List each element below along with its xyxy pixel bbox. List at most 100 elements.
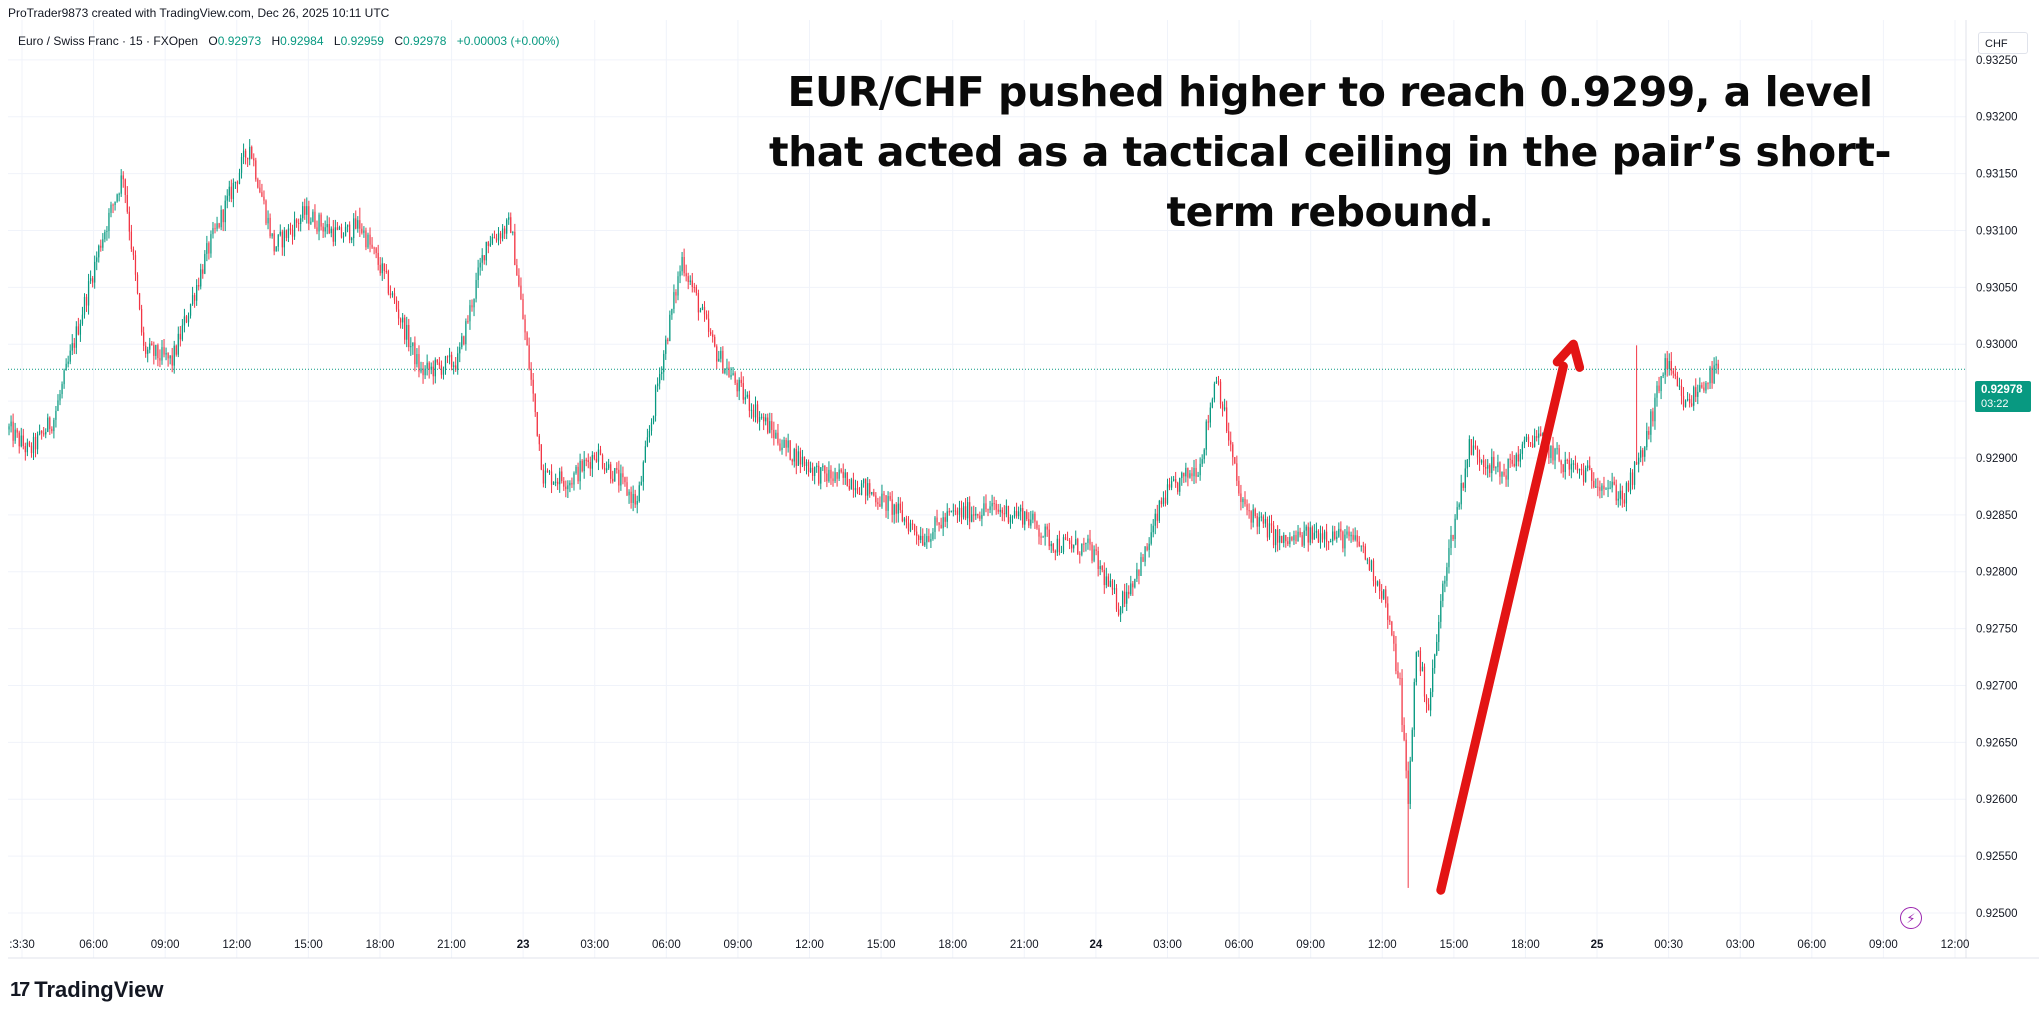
candle-body [18, 432, 20, 447]
candle-body [1215, 381, 1218, 384]
y-tick-label: 0.93250 [1976, 55, 2018, 67]
candle-body [710, 331, 712, 335]
lightning-icon[interactable]: ⚡ [1900, 907, 1922, 929]
candle-body [1593, 480, 1595, 488]
candle-body [1177, 482, 1179, 492]
candle-body [183, 316, 186, 326]
candle-body [1087, 538, 1089, 543]
x-tick-label: 18:00 [366, 939, 395, 951]
candle-body [1183, 472, 1185, 477]
candle-body [163, 347, 165, 355]
candle-body [200, 269, 202, 287]
candle-body [469, 305, 471, 322]
candle-body [601, 455, 604, 468]
candle-body [73, 343, 75, 348]
candle-body [57, 400, 59, 411]
candle-body [707, 318, 710, 332]
candle-body [1613, 481, 1615, 485]
candle-body [532, 379, 534, 394]
candle-body [1691, 403, 1693, 406]
candle-body [1666, 358, 1668, 370]
candle-body [1497, 462, 1499, 468]
open-value: 0.92973 [217, 34, 262, 48]
candle-body [1136, 569, 1138, 579]
candle-body [554, 481, 557, 483]
candle-body [1387, 603, 1389, 620]
candle-body [308, 206, 310, 224]
x-tick-label: 23 [517, 939, 530, 951]
candle-body [342, 236, 345, 238]
candle-body [777, 432, 779, 444]
candle-body [1062, 537, 1065, 552]
candle-body [818, 465, 820, 484]
candle-body [1397, 671, 1399, 678]
candle-body [524, 319, 526, 333]
candle-body [1656, 385, 1658, 398]
candle-body [147, 349, 149, 354]
candle-body [1599, 487, 1601, 491]
candle-body [885, 495, 887, 511]
candle-body [1297, 531, 1299, 542]
candle-body [85, 296, 88, 306]
currency-selector[interactable]: CHF [1978, 32, 2028, 54]
y-tick-label: 0.92850 [1976, 510, 2018, 522]
candle-body [1332, 531, 1334, 542]
candle-body [169, 355, 171, 359]
candle-body [1054, 550, 1056, 553]
candle-body [1462, 483, 1464, 488]
candle-body [608, 464, 610, 469]
candle-body [1452, 534, 1454, 540]
candle-body [344, 226, 347, 237]
symbol-legend: Euro / Swiss Franc · 15 · FXOpen O0.9297… [18, 34, 559, 48]
tradingview-logo[interactable]: 17 TradingView [10, 977, 163, 1003]
candle-body [1448, 547, 1450, 568]
candle-body [151, 343, 153, 346]
candle-body [907, 522, 910, 532]
candle-body [1146, 546, 1148, 550]
candle-body [891, 499, 893, 515]
candle-body [758, 416, 761, 422]
x-tick-label: 09:00 [724, 939, 753, 951]
candle-body [1438, 621, 1440, 643]
candle-body [1713, 365, 1715, 384]
candle-body [1352, 534, 1354, 540]
candle-body [336, 227, 339, 230]
candle-body [365, 230, 367, 248]
candle-body [665, 339, 667, 354]
candle-body [1201, 459, 1203, 464]
candle-body [1489, 465, 1491, 474]
candle-body [1554, 448, 1556, 461]
candle-body [618, 469, 620, 486]
candle-body [648, 430, 651, 438]
candle-body [722, 350, 724, 374]
candle-body [1105, 576, 1107, 586]
candle-body [1434, 654, 1436, 668]
candle-body [87, 281, 90, 306]
candle-body [1044, 526, 1046, 537]
candle-body [1007, 505, 1010, 523]
candle-body [424, 368, 426, 376]
candle-body [1013, 511, 1016, 517]
candle-body [300, 218, 302, 224]
candle-body [712, 334, 714, 337]
candle-body [1073, 544, 1075, 549]
candle-body [34, 436, 37, 450]
candle-body [302, 206, 304, 219]
candle-body [1197, 475, 1199, 477]
symbol-name[interactable]: Euro / Swiss Franc · 15 · FXOpen [18, 34, 199, 48]
candle-body [306, 206, 308, 215]
candle-body [1668, 361, 1670, 370]
candle-body [828, 469, 830, 482]
candle-body [283, 230, 285, 248]
candle-body [1552, 445, 1554, 461]
candle-body [1485, 466, 1487, 469]
candle-body [136, 274, 139, 294]
candle-body [738, 379, 740, 392]
candle-body [1291, 537, 1293, 541]
candle-body [1148, 543, 1150, 550]
candle-body [1305, 526, 1307, 531]
x-tick-label: 18:00 [938, 939, 967, 951]
candle-body [426, 362, 428, 369]
candle-body [1138, 569, 1140, 576]
